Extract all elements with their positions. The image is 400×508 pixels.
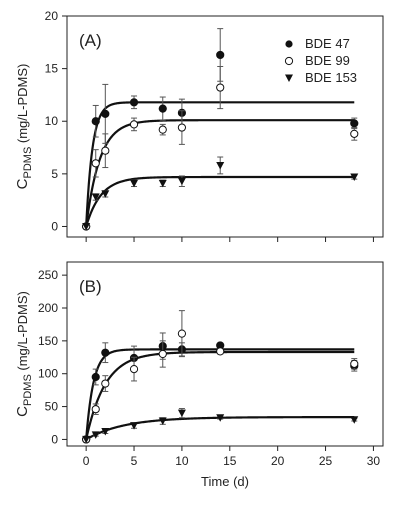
data-point-triangle-down	[158, 417, 167, 426]
y-tick-label: 5	[51, 167, 58, 181]
data-point-triangle-down	[101, 428, 110, 436]
x-tick-label: 5	[131, 454, 138, 468]
data-point-open-circle	[350, 359, 359, 368]
data-point-triangle-down	[216, 414, 225, 422]
data-point-open-circle	[216, 347, 225, 356]
y-axis-title-units: (mg/L-PDMS)	[15, 291, 30, 374]
y-tick-label: 250	[38, 268, 58, 282]
y-tick-label: 20	[45, 9, 59, 23]
y-axis-title-symbol: C	[14, 178, 31, 189]
x-tick-label: 10	[175, 454, 189, 468]
data-point-triangle-down	[177, 409, 186, 418]
y-tick-label: 0	[51, 432, 58, 446]
y-tick-label: 0	[51, 219, 58, 233]
legend-label: BDE 153	[305, 70, 357, 85]
data-point-open-circle	[350, 129, 359, 138]
data-point-triangle-down	[82, 435, 91, 444]
data-point-open-circle	[158, 125, 167, 134]
y-axis-title: CPDMS (mg/L-PDMS)	[14, 291, 34, 417]
data-point-triangle-down	[350, 173, 359, 182]
legend-label: BDE 99	[305, 53, 350, 68]
data-point-open-circle	[158, 349, 167, 359]
data-point-open-circle	[216, 83, 225, 92]
x-tick-label: 20	[271, 454, 285, 468]
data-point-triangle-down	[91, 431, 100, 439]
y-tick-label: 200	[38, 301, 58, 315]
y-axis-title-subscript: PDMS	[22, 374, 34, 406]
data-point-open-circle	[101, 146, 110, 155]
panel-b: 0 50 100 150 200 250 0 5 10 15 20 25 30 Time (d) CPDMS…	[14, 261, 384, 489]
legend-marker-triangle-down	[285, 74, 293, 82]
x-tick-label: 30	[367, 454, 381, 468]
data-point-filled-circle	[101, 109, 110, 118]
y-tick-label: 15	[45, 62, 59, 76]
data-point-triangle-down	[216, 161, 225, 170]
panel-label: (B)	[79, 277, 102, 296]
data-point-open-circle	[91, 159, 100, 168]
legend-marker-filled-circle	[285, 40, 293, 48]
data-point-triangle-down	[158, 179, 167, 188]
y-tick-label: 50	[45, 400, 59, 414]
data-point-filled-circle	[91, 117, 100, 126]
y-tick-label: 150	[38, 334, 58, 348]
x-tick-label: 15	[223, 454, 237, 468]
data-point-triangle-down	[130, 422, 139, 430]
y-axis-title: CPDMS (mg/L-PDMS)	[14, 64, 34, 190]
plot-frame	[66, 261, 384, 447]
data-point-filled-circle	[101, 348, 110, 357]
data-point-open-circle	[177, 123, 187, 132]
data-point-filled-circle	[91, 372, 100, 382]
data-point-filled-circle	[158, 104, 167, 113]
y-tick-label: 100	[38, 367, 58, 381]
fit-curve-3	[85, 175, 355, 227]
y-axis-title-units: (mg/L-PDMS)	[15, 64, 30, 147]
panel-label: (A)	[79, 31, 102, 50]
panel-a: 0 5 10 15 20 CPDMS (mg/L-PDMS) (A) BDE 47 BDE 99…	[14, 9, 384, 242]
y-tick-label: 10	[45, 114, 59, 128]
data-point-triangle-down	[82, 222, 91, 231]
data-point-filled-circle	[216, 50, 225, 60]
legend-label: BDE 47	[305, 36, 350, 51]
data-point-filled-circle	[129, 98, 139, 107]
x-tick-label: 25	[319, 454, 333, 468]
data-point-open-circle	[177, 329, 187, 338]
data-point-filled-circle	[350, 119, 359, 128]
data-point-open-circle	[101, 379, 110, 388]
data-point-open-circle	[129, 365, 139, 374]
data-point-open-circle	[91, 405, 100, 414]
data-point-triangle-down	[130, 179, 139, 188]
y-axis-title-symbol: C	[14, 406, 31, 417]
data-point-open-circle	[129, 120, 139, 129]
legend-marker-open-circle	[284, 56, 294, 66]
fit-curve-2	[85, 350, 355, 440]
data-point-triangle-down	[350, 416, 359, 424]
data-point-triangle-down	[177, 177, 186, 186]
data-point-triangle-down	[101, 190, 110, 198]
y-axis-title-subscript: PDMS	[22, 147, 34, 179]
plot-frame	[66, 15, 384, 238]
x-axis-title: Time (d)	[201, 474, 249, 489]
data-point-triangle-down	[91, 193, 100, 202]
x-tick-label: 0	[83, 454, 90, 468]
